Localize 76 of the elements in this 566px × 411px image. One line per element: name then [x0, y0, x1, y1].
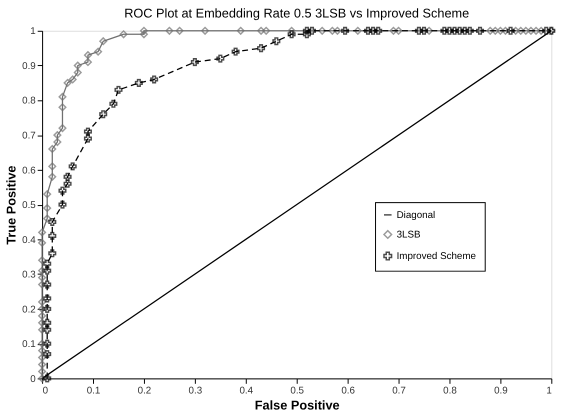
y-tick-label: 0.3	[22, 270, 36, 281]
y-axis-title: True Positive	[3, 166, 18, 245]
point	[302, 30, 311, 38]
point	[68, 162, 77, 170]
x-tick-label: 0.9	[494, 386, 508, 397]
y-tick-label: 0	[30, 374, 36, 385]
point	[43, 318, 52, 327]
x-tick-label: 1	[546, 386, 552, 397]
point	[450, 26, 459, 35]
point	[216, 54, 224, 63]
point	[257, 44, 266, 52]
point	[272, 37, 280, 46]
point	[232, 48, 240, 56]
point	[414, 26, 423, 35]
point	[109, 100, 118, 108]
y-tick-label: 0.2	[22, 304, 36, 316]
point	[64, 172, 72, 181]
y-tick-label: 0.4	[22, 234, 36, 246]
point	[48, 232, 56, 240]
point	[456, 26, 464, 35]
y-tick-label: 0.1	[22, 339, 36, 350]
point	[308, 26, 316, 35]
chart-title: ROC Plot at Embedding Rate 0.5 3LSB vs Improved Scheme	[124, 6, 470, 21]
x-tick-label: 0.4	[239, 386, 254, 397]
y-tick-label: 1	[30, 26, 36, 38]
point	[288, 30, 296, 38]
point	[506, 26, 515, 35]
y-tick-label: 0.8	[22, 96, 36, 107]
legend-label: Diagonal	[396, 210, 436, 221]
point	[43, 280, 52, 289]
point	[302, 26, 311, 35]
legend-label: Improved Scheme	[396, 250, 476, 262]
point	[466, 26, 474, 35]
point	[476, 26, 484, 35]
y-tick-label: 0.9	[22, 60, 36, 72]
x-tick-label: 0.7	[392, 386, 406, 397]
point	[440, 26, 448, 35]
point	[445, 26, 454, 35]
point	[43, 340, 52, 348]
point	[542, 26, 550, 35]
point	[364, 26, 372, 35]
point	[420, 26, 428, 35]
point	[58, 200, 66, 209]
point	[341, 26, 350, 35]
x-tick-label: 0.6	[341, 386, 356, 397]
x-tick-label: 0.8	[443, 386, 458, 397]
point	[48, 249, 56, 258]
point	[84, 134, 92, 143]
point	[134, 78, 143, 87]
point	[190, 58, 199, 66]
x-axis-title: False Positive	[254, 397, 340, 411]
point	[374, 26, 382, 35]
x-tick-label: 0	[42, 386, 49, 397]
point	[460, 26, 469, 35]
point	[58, 186, 66, 195]
x-tick-label: 0.5	[290, 386, 305, 397]
point	[43, 350, 52, 358]
y-tick-label: 0.6	[22, 165, 36, 176]
point	[84, 128, 92, 136]
point	[114, 86, 123, 94]
y-tick-label: 0.5	[22, 200, 36, 212]
point	[369, 26, 378, 35]
point	[150, 75, 158, 84]
point	[43, 304, 52, 313]
point	[43, 266, 52, 275]
point	[43, 326, 52, 334]
point	[64, 180, 72, 188]
point	[43, 294, 52, 302]
point	[48, 218, 56, 226]
x-tick-label: 0.1	[86, 386, 100, 397]
point	[99, 110, 108, 118]
point	[43, 260, 52, 268]
legend-label: 3LSB	[396, 229, 421, 240]
y-tick-label: 0.7	[22, 130, 36, 142]
x-tick-label: 0.2	[138, 386, 152, 397]
x-tick-label: 0.3	[188, 386, 203, 397]
